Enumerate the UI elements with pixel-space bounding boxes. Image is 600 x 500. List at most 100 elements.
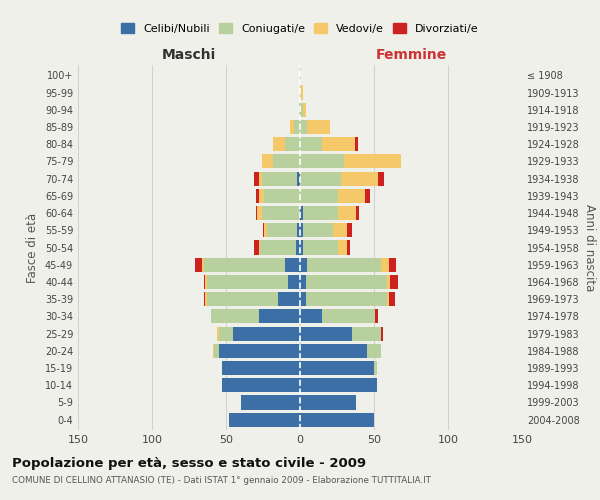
Bar — [388, 292, 389, 306]
Bar — [285, 137, 300, 152]
Bar — [265, 189, 300, 203]
Bar — [389, 258, 396, 272]
Bar — [278, 292, 300, 306]
Bar — [259, 172, 262, 185]
Bar — [341, 172, 379, 185]
Bar — [297, 172, 300, 185]
Bar — [307, 258, 382, 272]
Bar — [303, 102, 306, 117]
Bar — [262, 172, 297, 185]
Bar — [300, 154, 344, 168]
Bar — [322, 310, 376, 324]
Bar — [254, 172, 259, 185]
Bar — [299, 102, 300, 117]
Bar — [376, 310, 379, 324]
Bar — [300, 326, 352, 340]
Bar — [265, 223, 268, 238]
Bar — [259, 310, 300, 324]
Bar — [382, 326, 383, 340]
Bar — [256, 189, 259, 203]
Bar — [262, 154, 274, 168]
Bar — [374, 361, 377, 375]
Bar — [382, 258, 389, 272]
Bar — [260, 240, 296, 254]
Bar — [300, 120, 307, 134]
Text: Popolazione per età, sesso e stato civile - 2009: Popolazione per età, sesso e stato civil… — [12, 458, 366, 470]
Bar — [347, 240, 350, 254]
Bar — [300, 292, 306, 306]
Bar — [303, 223, 332, 238]
Bar — [300, 396, 356, 409]
Bar — [303, 240, 338, 254]
Bar — [300, 102, 303, 117]
Y-axis label: Fasce di età: Fasce di età — [26, 212, 39, 282]
Bar — [322, 137, 355, 152]
Legend: Celibi/Nubili, Coniugati/e, Vedovi/e, Divorziati/e: Celibi/Nubili, Coniugati/e, Vedovi/e, Di… — [118, 20, 482, 37]
Bar — [300, 86, 301, 100]
Bar — [365, 189, 370, 203]
Bar — [300, 240, 303, 254]
Bar — [204, 292, 205, 306]
Y-axis label: Anni di nascita: Anni di nascita — [583, 204, 596, 291]
Bar — [204, 258, 285, 272]
Bar — [212, 344, 214, 358]
Bar — [254, 240, 259, 254]
Bar — [300, 172, 341, 185]
Bar — [300, 310, 322, 324]
Bar — [300, 189, 338, 203]
Bar — [202, 258, 204, 272]
Bar — [257, 206, 262, 220]
Bar — [352, 326, 382, 340]
Bar — [241, 396, 300, 409]
Bar — [218, 344, 300, 358]
Bar — [207, 275, 288, 289]
Bar — [214, 344, 218, 358]
Bar — [306, 275, 388, 289]
Bar — [229, 412, 300, 426]
Bar — [296, 240, 300, 254]
Bar — [388, 275, 390, 289]
Bar — [344, 154, 401, 168]
Text: Maschi: Maschi — [162, 48, 216, 62]
Bar — [262, 206, 300, 220]
Bar — [306, 292, 388, 306]
Bar — [218, 326, 233, 340]
Bar — [294, 120, 300, 134]
Bar — [301, 86, 303, 100]
Bar — [221, 378, 300, 392]
Bar — [221, 361, 300, 375]
Bar — [256, 206, 257, 220]
Bar — [332, 223, 347, 238]
Bar — [338, 206, 356, 220]
Bar — [356, 206, 359, 220]
Bar — [205, 275, 207, 289]
Bar — [288, 275, 300, 289]
Text: COMUNE DI CELLINO ATTANASIO (TE) - Dati ISTAT 1° gennaio 2009 - Elaborazione TUT: COMUNE DI CELLINO ATTANASIO (TE) - Dati … — [12, 476, 431, 485]
Bar — [290, 120, 294, 134]
Bar — [338, 240, 347, 254]
Bar — [300, 206, 303, 220]
Bar — [300, 275, 306, 289]
Bar — [307, 120, 329, 134]
Bar — [300, 378, 377, 392]
Bar — [338, 189, 365, 203]
Bar — [303, 206, 338, 220]
Bar — [347, 223, 352, 238]
Bar — [205, 292, 207, 306]
Bar — [204, 275, 205, 289]
Bar — [211, 310, 259, 324]
Bar — [355, 137, 358, 152]
Bar — [300, 137, 322, 152]
Bar — [300, 412, 374, 426]
Bar — [300, 361, 374, 375]
Bar — [367, 344, 382, 358]
Bar — [233, 326, 300, 340]
Bar — [274, 137, 285, 152]
Bar — [207, 292, 278, 306]
Bar — [259, 189, 265, 203]
Bar — [300, 223, 303, 238]
Bar — [259, 240, 260, 254]
Bar — [390, 275, 398, 289]
Text: Femmine: Femmine — [376, 48, 446, 62]
Bar — [297, 223, 300, 238]
